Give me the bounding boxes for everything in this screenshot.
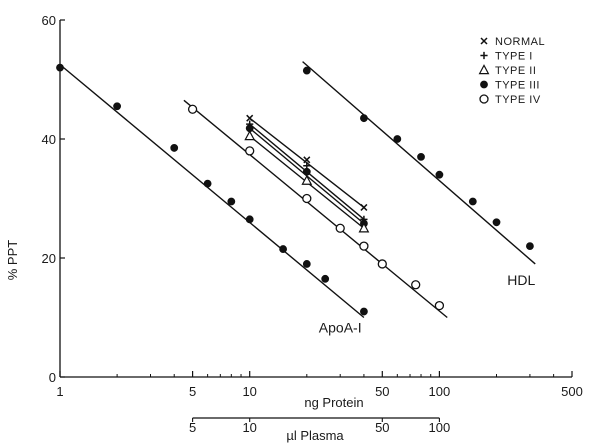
data-point-type-iv xyxy=(187,104,198,114)
data-point-hdl xyxy=(435,170,444,179)
data-point-hdl xyxy=(302,66,311,75)
data-point-hdl xyxy=(360,114,368,123)
data-point-apoa-i xyxy=(279,245,288,253)
legend-label-normal: NORMAL xyxy=(495,36,545,48)
data-point-apoa-i xyxy=(203,179,212,188)
data-point-type-ii xyxy=(301,174,313,185)
data-point-hdl xyxy=(417,152,425,161)
x-tick-label: 5 xyxy=(189,384,196,399)
x-tick-label: 10 xyxy=(242,384,256,399)
data-point-apoa-i xyxy=(245,215,254,224)
data-point-apoa-i xyxy=(227,197,236,206)
y-tick-label: 60 xyxy=(42,13,56,28)
data-points xyxy=(56,63,534,316)
secondary-x-tick-label: 100 xyxy=(429,420,451,435)
data-point-normal xyxy=(360,203,368,211)
x-tick-label: 1 xyxy=(56,384,63,399)
y-tick-label: 0 xyxy=(49,370,56,385)
secondary-x-tick-label: 5 xyxy=(189,420,196,435)
series-hdl xyxy=(302,66,534,251)
series-normal xyxy=(246,114,368,211)
data-point-apoa-i xyxy=(56,63,64,72)
y-tick-label: 40 xyxy=(42,132,56,147)
axes: 0 20 40 60 1 5 10 50 100 500 5 10 50 100 xyxy=(42,13,583,435)
series-type-iv xyxy=(187,104,445,311)
legend-label-type-iii: TYPE III xyxy=(495,80,540,92)
legend-marker-type-iii xyxy=(480,80,488,89)
data-point-hdl xyxy=(492,218,501,227)
data-point-normal xyxy=(246,114,254,122)
x-tick-label: 100 xyxy=(429,384,451,399)
data-point-hdl xyxy=(468,197,477,206)
data-point-type-iv xyxy=(411,280,421,290)
data-point-type-iv xyxy=(335,223,345,233)
axis-labels: % PPT ng Protein µl Plasma ApoA-I HDL xyxy=(5,240,535,443)
secondary-x-axis-label: µl Plasma xyxy=(286,428,344,443)
data-point-type-iv xyxy=(359,241,369,251)
legend-marker-normal xyxy=(480,37,488,45)
legend-label-type-i: TYPE I xyxy=(495,51,533,63)
secondary-x-tick-label: 10 xyxy=(242,420,256,435)
legend: NORMAL TYPE I TYPE II TYPE III TYPE IV xyxy=(478,36,545,106)
legend-marker-type-ii xyxy=(478,64,490,75)
data-point-type-iv xyxy=(434,300,445,311)
data-point-hdl xyxy=(526,242,534,251)
data-point-apoa-i xyxy=(302,260,311,268)
data-point-apoa-i xyxy=(321,274,330,283)
fit-line-hdl xyxy=(302,61,536,265)
secondary-x-tick-label: 50 xyxy=(375,420,389,435)
data-point-normal xyxy=(303,156,311,164)
legend-label-type-iv: TYPE IV xyxy=(495,94,541,106)
annotation-apoa-i: ApoA-I xyxy=(319,319,362,335)
y-axis-label: % PPT xyxy=(5,240,20,281)
data-point-type-iii xyxy=(302,167,311,176)
data-point-type-ii xyxy=(358,222,370,233)
annotation-hdl: HDL xyxy=(507,272,535,288)
x-tick-label: 50 xyxy=(375,384,389,399)
data-point-apoa-i xyxy=(113,102,122,111)
series-apoa-i xyxy=(56,63,368,316)
fit-line-type-iv xyxy=(183,99,448,319)
fit-lines xyxy=(59,61,536,319)
fit-line-apoa-i xyxy=(59,64,365,319)
data-point-apoa-i xyxy=(360,307,368,316)
data-point-hdl xyxy=(393,135,402,143)
legend-marker-type-iv xyxy=(479,94,489,104)
y-tick-label: 20 xyxy=(42,251,56,266)
data-point-apoa-i xyxy=(170,144,179,152)
data-point-type-iv xyxy=(377,259,387,269)
data-point-type-iv xyxy=(302,193,312,204)
series-type-ii xyxy=(244,130,370,233)
data-point-type-ii xyxy=(244,130,256,141)
legend-marker-type-i xyxy=(480,51,488,60)
x-tick-label: 500 xyxy=(561,384,583,399)
legend-label-type-ii: TYPE II xyxy=(495,65,536,77)
data-point-type-iv xyxy=(245,146,255,156)
x-axis-label: ng Protein xyxy=(304,395,363,410)
